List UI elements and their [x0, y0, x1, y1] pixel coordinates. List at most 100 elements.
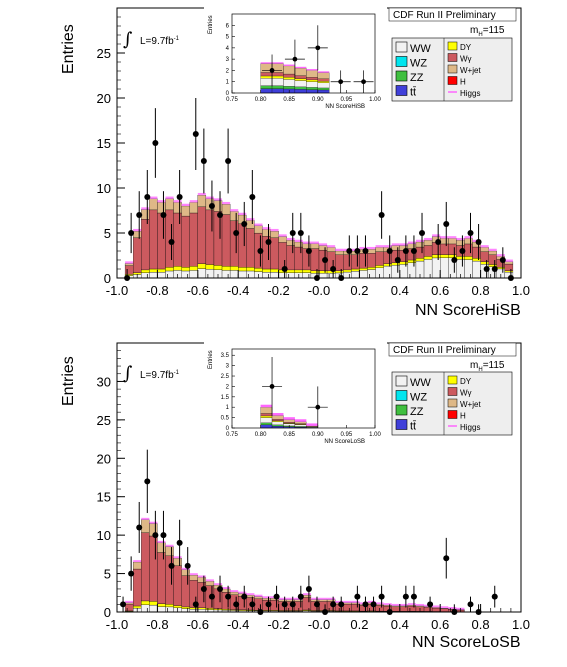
y-tick-label: 10 [97, 181, 111, 196]
bar-dy [157, 603, 166, 607]
bar-wjet [149, 198, 158, 211]
data-point [443, 221, 450, 227]
y-tick-label: 15 [97, 136, 111, 151]
data-point [217, 212, 224, 218]
bar-dy [181, 606, 190, 609]
y-tick-label: 20 [97, 451, 111, 466]
inset-bar-wgamma [260, 72, 273, 77]
bar-wjet [221, 588, 231, 593]
data-point [427, 601, 434, 608]
bar-dy [254, 267, 263, 272]
bar-wgamma [310, 248, 320, 271]
bar-dy [367, 267, 376, 270]
bar-wgamma [246, 228, 255, 268]
bar-wjet [367, 249, 376, 254]
bar-wjet [262, 598, 271, 601]
inset-data-point [269, 68, 275, 73]
legend-swatch [395, 70, 408, 82]
bar-wjet [173, 202, 182, 214]
bar-wjet [383, 604, 392, 607]
bar-wgamma [359, 253, 368, 269]
y-tick-label: 10 [97, 528, 111, 543]
bar-dy [391, 262, 400, 266]
inset-bar-tt [317, 89, 330, 94]
data-point [192, 131, 199, 137]
inset-data-point [361, 79, 366, 85]
bar-wjet [318, 245, 328, 251]
legend-swatch [395, 41, 408, 53]
data-point [208, 593, 215, 600]
bar-wgamma [431, 607, 441, 612]
legend-label: Wγ [460, 55, 472, 64]
bar-higgs [173, 200, 182, 203]
bar-wgamma [448, 243, 457, 255]
legend-swatch [395, 56, 408, 67]
bar-wjet [254, 225, 263, 234]
bar-ww [270, 271, 279, 279]
inset-y-tick-label: 3.5 [221, 353, 230, 359]
data-point [370, 601, 377, 608]
inset-bar-dy [260, 75, 273, 79]
inset-bar-tt [306, 89, 318, 94]
bar-wgamma [173, 212, 182, 267]
bar-wjet [391, 245, 400, 251]
inset-y-tick-label: 1 [226, 405, 230, 411]
data-point [200, 585, 207, 592]
data-point [176, 539, 183, 546]
inset-bar-ww [294, 424, 307, 427]
bar-wgamma [488, 254, 497, 265]
x-tick-label: 0.4 [391, 617, 409, 632]
bar-higgs [310, 241, 319, 244]
bar-ww [464, 259, 473, 279]
data-point [354, 248, 361, 254]
data-point [305, 248, 312, 254]
x-tick-label: -0.6 [187, 283, 209, 298]
legend-label: Wγ [460, 389, 472, 398]
bar-dy [294, 269, 303, 273]
bar-ww [157, 271, 166, 279]
bar-higgs [456, 237, 465, 241]
data-point [281, 601, 288, 608]
data-point [289, 230, 296, 236]
bar-higgs [189, 200, 198, 203]
bar-dy [133, 605, 142, 609]
y-tick-label: 20 [97, 91, 111, 106]
bar-higgs [488, 248, 497, 251]
bar-higgs [254, 594, 263, 597]
inset-bar-higgs [283, 64, 295, 66]
inset-bar-dy [283, 77, 296, 80]
x-tick-label: -1.0 [106, 617, 128, 632]
inset-x-tick-label: 0.75 [226, 97, 238, 103]
data-point [128, 570, 135, 577]
bar-higgs [504, 259, 513, 262]
bar-higgs [246, 593, 255, 596]
bar-wjet [335, 250, 344, 255]
bar-wjet [229, 211, 239, 221]
bar-wgamma [407, 605, 417, 612]
bar-higgs [133, 228, 142, 232]
bar-wjet [286, 240, 295, 246]
bar-wgamma [504, 263, 514, 271]
data-point [394, 257, 401, 263]
bar-wgamma [464, 243, 473, 257]
integral-icon: ∫ [123, 363, 133, 384]
inset-bar-zz [306, 87, 318, 90]
bar-wjet [480, 247, 489, 252]
bar-higgs [424, 237, 433, 241]
bar-wgamma [221, 214, 231, 267]
chart-header: CDF Run II Preliminary [393, 10, 496, 21]
bar-higgs [415, 603, 425, 606]
inset-background [204, 341, 387, 450]
data-point [160, 212, 167, 218]
bar-higgs [246, 218, 255, 221]
bar-wgamma [149, 535, 158, 602]
bar-wgamma [375, 251, 384, 266]
inset-y-tick-label: 3 [226, 57, 230, 63]
bar-dy [205, 608, 215, 610]
inset-y-tick-label: 2.5 [221, 374, 230, 380]
integral-icon: ∫ [123, 29, 133, 50]
bar-wgamma [189, 212, 198, 267]
bar-higgs [181, 203, 190, 206]
bar-wjet [221, 204, 231, 215]
bar-wjet [326, 247, 336, 252]
